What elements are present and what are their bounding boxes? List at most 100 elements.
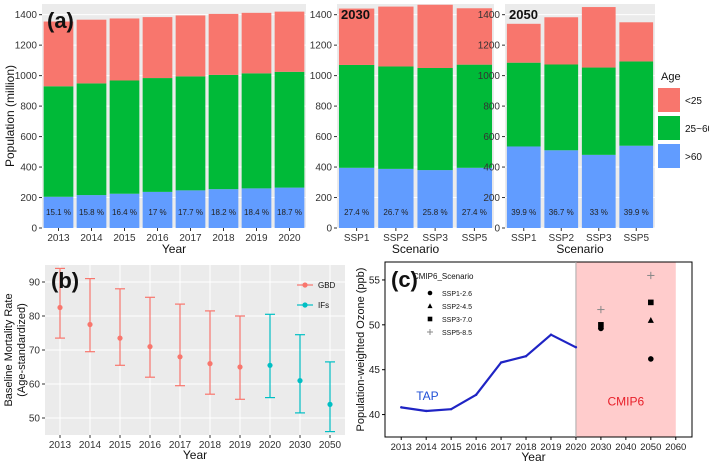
bar-segment [175, 190, 206, 228]
bar-segment [175, 15, 206, 77]
scenario-marker [598, 322, 604, 328]
bar-segment [544, 64, 579, 151]
bar-segment [417, 4, 453, 68]
bar-percent-label: 25.8 % [423, 208, 448, 217]
panel-a-2030: 27.4 % SSP1 26.7 % SSP2 25.8 % SSP3 27.4 % SSP5… [310, 4, 494, 256]
x-tick-label: SSP5 [462, 233, 488, 244]
x-tick-label: 2020 [259, 440, 282, 451]
data-point [87, 321, 93, 328]
x-tick-label: 2015 [109, 440, 132, 451]
y-tick-label: 1400 [310, 10, 333, 21]
panel-a-historical: 15.1 % 2013 15.8 % 2014 16.4 % 2015 17 % 2016 17… [3, 4, 306, 256]
x-tick-label: 2016 [466, 442, 487, 453]
legend-label: SSP5-8.5 [442, 330, 472, 337]
data-point [267, 362, 273, 368]
age-legend: Age <25 25~60 >60 [658, 71, 709, 168]
y-tick-label: 600 [483, 132, 500, 143]
bar-percent-label: 39.9 % [511, 208, 536, 217]
bar-percent-label: 39.9 % [624, 208, 649, 217]
bar-segment [241, 12, 272, 74]
scenario-marker [597, 305, 605, 314]
chart-title: 2050 [509, 7, 538, 22]
y-tick-label: 1000 [15, 71, 38, 82]
tap-annotation: TAP [416, 389, 438, 403]
x-tick-label: 2014 [80, 233, 103, 244]
x-tick-label: 2016 [139, 440, 162, 451]
x-tick-label: 2015 [441, 442, 462, 453]
y-axis-title: Population-weighted Ozone (ppb) [355, 268, 367, 432]
scenario-marker [648, 356, 654, 362]
bar-percent-label: 36.7 % [549, 208, 574, 217]
y-tick-label: 60 [29, 380, 41, 391]
tap-line [401, 333, 577, 413]
x-tick-label: 2017 [169, 440, 192, 451]
bar-segment [456, 64, 493, 168]
panel-c-ozone: 2013 2014 2015 2016 2017 2018 2019 2020 2030 2040… [355, 261, 693, 462]
x-tick-label: 2020 [278, 233, 301, 244]
legend-title: Age [661, 71, 681, 83]
x-tick-label: 2018 [515, 442, 536, 453]
bar-segment [76, 83, 107, 196]
legend-label: GBD [318, 281, 336, 290]
bar-segment [506, 146, 541, 228]
bar-percent-label: 15.8 % [79, 208, 104, 217]
bar-segment [43, 86, 74, 197]
legend-swatch [658, 116, 680, 140]
legend-label: SSP1-2.6 [442, 291, 472, 298]
y-tick-label: 1000 [478, 71, 501, 82]
bar-segment [175, 76, 206, 191]
scenario-marker [648, 299, 654, 306]
x-tick-label: 2013 [391, 442, 412, 453]
x-tick-label: 2020 [565, 442, 586, 453]
y-tick-label: 800 [20, 102, 37, 113]
bar-segment [378, 6, 414, 67]
bar-segment [417, 170, 453, 228]
panel-label: (a) [47, 8, 74, 33]
x-tick-label: 2050 [319, 440, 342, 451]
y-tick-label: 200 [20, 193, 37, 204]
panel-a-2050: 39.9 % SSP1 36.7 % SSP2 33 % SSP3 39.9 % SSP5 0 2… [478, 4, 655, 256]
bar-segment [378, 66, 414, 169]
y-tick-label: 200 [315, 193, 332, 204]
legend-label: <25 [685, 96, 702, 107]
bar-segment [581, 67, 616, 155]
bar-segment [338, 8, 375, 65]
data-point [117, 335, 123, 341]
x-tick-label: 2015 [113, 233, 136, 244]
x-tick-label: 2014 [416, 442, 437, 453]
bar-segment [208, 189, 239, 228]
legend-marker [302, 282, 308, 288]
x-axis-title: Scenario [392, 242, 440, 256]
bar-segment [338, 167, 375, 228]
data-point [147, 344, 153, 350]
x-tick-label: SSP2 [383, 233, 409, 244]
y-tick-label: 400 [315, 163, 332, 174]
bar-segment [619, 22, 654, 62]
bar-segment [544, 17, 579, 65]
data-point [297, 378, 303, 384]
bar-segment [274, 11, 305, 72]
scenario-marker [647, 316, 654, 323]
bar-segment [208, 74, 239, 190]
legend-label: SSP3-7.0 [442, 317, 472, 324]
legend-label: 25~60 [685, 124, 709, 135]
bar-segment [109, 80, 140, 194]
scenario-legend: CMIP6_Scenario SSP1-2.6 SSP2-4.5 SSP3-7.0 SS… [413, 272, 474, 337]
x-axis-title: Scenario [556, 242, 604, 256]
x-axis-title: Year [183, 448, 207, 462]
bar-percent-label: 33 % [590, 208, 608, 217]
tap-point [449, 407, 453, 411]
bar-segment [456, 8, 493, 65]
x-tick-label: 2019 [540, 442, 561, 453]
bar-percent-label: 18.7 % [277, 208, 302, 217]
bar-segment [619, 145, 654, 228]
bar-segment [241, 73, 272, 189]
y-tick-label: 0 [326, 224, 332, 235]
bar-segment [581, 154, 616, 228]
x-tick-label: SSP3 [586, 233, 612, 244]
y-tick-label: 1400 [15, 10, 38, 21]
legend-marker [427, 290, 433, 296]
bar-segment [506, 62, 541, 147]
bar-segment [109, 18, 140, 81]
x-tick-label: SSP1 [344, 233, 370, 244]
